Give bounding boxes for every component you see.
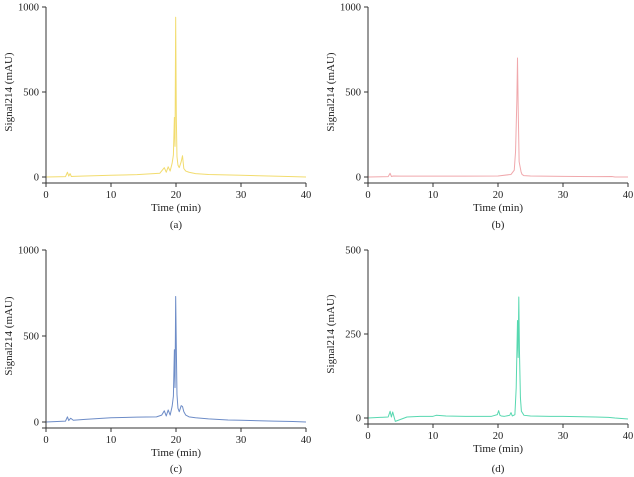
x-tick-label: 20 xyxy=(493,431,504,442)
x-tick-label: 10 xyxy=(106,190,117,201)
chart-panel: 0 10 20 30 40 0 250 500 Time (min) Signal214 (mAU… xyxy=(325,246,633,476)
x-axis-title: Time (min) xyxy=(151,202,201,214)
y-axis-title: Signal214 (mAU) xyxy=(3,296,15,375)
chromatogram-trace xyxy=(45,295,307,423)
x-tick-label: 10 xyxy=(106,435,117,446)
chart-panel: 0 10 20 30 40 0 500 1000 Time (min) Signal214 (mA… xyxy=(3,3,311,232)
x-tick-label: 30 xyxy=(558,190,569,201)
chart-panel: 0 10 20 30 40 0 500 1000 Time (min) Signal214 (mA… xyxy=(3,246,311,476)
chromatogram-trace xyxy=(367,57,628,178)
y-axis-title: Signal214 (mAU) xyxy=(3,52,15,131)
chart-panel: 0 10 20 30 40 0 500 1000 Time (min) Signal214 (mA… xyxy=(325,3,633,232)
y-tick-label: 0 xyxy=(34,418,39,429)
y-tick-label: 500 xyxy=(345,246,361,257)
panel-label: (c) xyxy=(170,463,183,475)
y-tick-label: 500 xyxy=(23,332,39,343)
chromatogram-trace xyxy=(367,296,629,422)
panel-label: (d) xyxy=(492,463,505,475)
panel-label: (b) xyxy=(492,219,505,231)
y-tick-label: 500 xyxy=(23,88,39,99)
x-tick-label: 0 xyxy=(43,435,48,446)
y-tick-label: 500 xyxy=(345,88,361,99)
x-tick-label: 30 xyxy=(236,435,247,446)
chromatogram-trace xyxy=(45,16,307,178)
x-tick-label: 30 xyxy=(558,431,569,442)
x-tick-label: 20 xyxy=(493,190,504,201)
x-axis-title: Time (min) xyxy=(473,202,523,214)
x-tick-label: 40 xyxy=(623,190,634,201)
y-tick-label: 1000 xyxy=(18,3,39,14)
y-axis-title: Signal214 (mAU) xyxy=(325,294,337,373)
x-axis-title: Time (min) xyxy=(151,447,201,459)
panel-label: (a) xyxy=(170,219,183,231)
x-tick-label: 40 xyxy=(301,435,312,446)
y-tick-label: 0 xyxy=(356,414,361,425)
y-tick-label: 1000 xyxy=(340,3,361,14)
x-axis-title: Time (min) xyxy=(473,443,523,455)
x-tick-label: 10 xyxy=(428,190,439,201)
x-tick-label: 20 xyxy=(171,435,182,446)
x-tick-label: 20 xyxy=(171,190,182,201)
x-tick-label: 30 xyxy=(236,190,247,201)
x-tick-label: 0 xyxy=(365,431,370,442)
x-tick-label: 10 xyxy=(428,431,439,442)
x-tick-label: 0 xyxy=(365,190,370,201)
y-tick-label: 250 xyxy=(345,330,361,341)
y-tick-label: 0 xyxy=(356,173,361,184)
x-tick-label: 40 xyxy=(623,431,634,442)
y-tick-label: 0 xyxy=(34,173,39,184)
x-tick-label: 0 xyxy=(43,190,48,201)
y-axis-title: Signal214 (mAU) xyxy=(325,52,337,131)
y-tick-label: 1000 xyxy=(18,246,39,257)
x-tick-label: 40 xyxy=(301,190,312,201)
